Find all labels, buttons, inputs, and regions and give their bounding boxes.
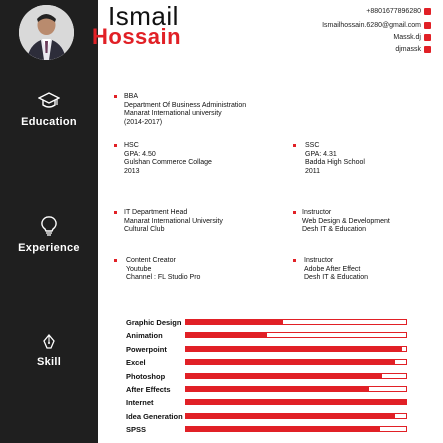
experience-item: Content Creator Youtube Channel : FL Stu… [126,257,200,283]
email-icon [424,22,431,29]
skill-bar-fill [186,400,406,405]
subject: Adobe After Effect [304,265,361,273]
last-name: Hossain [92,24,182,49]
skill-bar-track [185,386,407,392]
skill-bar-fill [186,320,283,324]
facebook-icon [424,34,431,41]
bullet-marker [114,211,117,214]
pen-nib-icon [43,334,55,349]
education-item: HSC GPA: 4.50 Gulshan Commerce Collage 2… [124,142,212,176]
skill-bar-track [185,412,407,419]
skill-name: Photoshop [126,371,166,381]
degree: HSC [124,142,139,149]
skill-bar-fill [186,387,369,391]
sidebar: Education Experience Skill [0,0,98,443]
organization: Desh IT & Education [302,226,367,233]
bullet-marker [114,259,117,262]
subject: Web Design & Development [302,217,390,225]
gpa: GPA: 4.31 [305,150,337,158]
skill-bar-track [185,345,407,352]
institution: Gulshan Commerce Collage [124,159,212,166]
experience-item: IT Department Head Manarat International… [124,209,223,235]
organization: Manarat International University [124,217,223,225]
bullet-marker [114,144,117,147]
experience-item: Instructor Web Design & Development Desh… [302,209,390,235]
bullet-marker [293,259,296,262]
role: Content Creator [126,257,176,264]
years: 2013 [124,167,140,175]
role: Instructor [302,209,332,216]
contact-facebook: Massk.dj [393,34,421,41]
institution: Manarat International university [124,110,222,117]
skill-name: SPSS [126,425,147,435]
education-item: SSC GPA: 4.31 Badda High School 2011 [305,142,365,176]
skill-bar-track [185,319,407,325]
skill-bar-track [185,372,407,379]
bullet-marker [293,211,296,214]
skill-name: Internet [126,398,154,408]
linkedin-icon [424,46,431,53]
profile-photo-icon [19,5,74,60]
skill-bar-fill [186,373,382,378]
avatar [19,5,74,60]
role: Instructor [304,257,334,264]
sidebar-experience: Experience [0,216,98,254]
role: IT Department Head [124,209,188,216]
gpa: GPA: 4.50 [124,150,156,158]
education-label: Education [21,116,77,128]
skill-name: Excel [126,358,146,368]
institution: Badda High School [305,159,365,166]
graduation-cap-icon [38,92,60,108]
contact-phone: +8801677896280 [366,8,421,15]
phone-icon [424,8,431,15]
skill-bar-fill [186,413,395,418]
skill-bar-fill [186,360,395,365]
unit: Cultural Club [124,226,165,233]
skill-name: Animation [126,331,163,341]
skill-bar-fill [186,427,380,432]
skill-bar-fill [186,333,268,338]
channel: Channel : FL Studio Pro [126,274,201,281]
years: (2014-2017) [124,118,163,126]
bullet-marker [293,144,296,147]
skill-name: Idea Generation [126,411,183,421]
lightbulb-icon [41,216,57,236]
years: 2011 [305,167,321,175]
experience-label: Experience [18,242,80,254]
education-item: BBA Department Of Business Administratio… [124,93,246,127]
skill-name: Powerpoint [126,344,167,354]
skill-bar-track [185,359,407,366]
contact-linkedin: djmassk [395,46,421,53]
degree: BBA [124,93,139,100]
first-name: Ismail [108,1,179,31]
experience-item: Instructor Adobe After Effect Desh IT & … [304,257,368,283]
skill-bar-fill [186,346,402,351]
sidebar-education: Education [0,92,98,128]
sidebar-skill: Skill [0,334,98,368]
department: Department Of Business Administration [124,101,247,109]
degree: SSC [305,142,320,149]
contact-email: Ismailhossain.6280@gmail.com [322,22,421,29]
skill-label: Skill [36,356,62,368]
skill-name: After Effects [126,385,171,394]
skill-bar-track [185,426,407,433]
skill-bar-track [185,399,407,406]
skill-name: Graphic Design [126,318,182,327]
organization: Desh IT & Education [304,274,369,281]
bullet-marker [114,95,117,98]
skill-bar-track [185,332,407,339]
platform: Youtube [126,265,152,273]
